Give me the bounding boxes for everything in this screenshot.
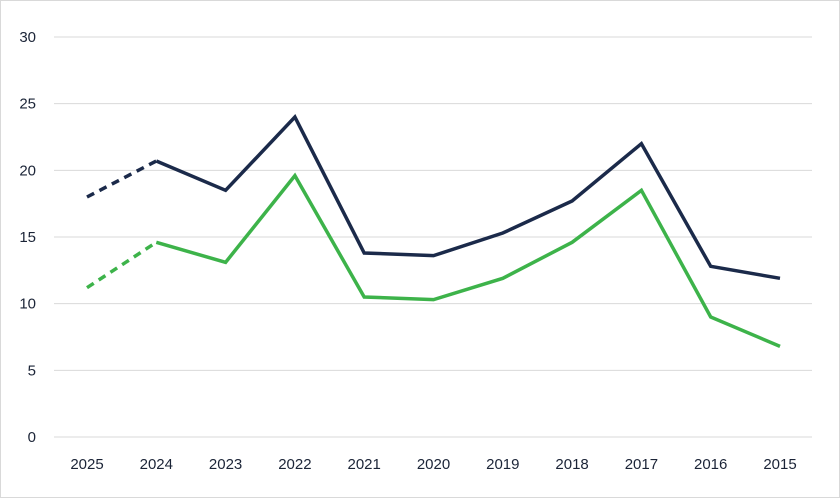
y-tick-label: 5 — [28, 362, 36, 379]
y-tick-label: 0 — [28, 429, 36, 446]
series-2-projected-segment — [86, 240, 158, 290]
x-tick-label: 2015 — [763, 456, 796, 473]
y-tick-label: 30 — [19, 29, 36, 46]
x-tick-label: 2019 — [486, 456, 519, 473]
series-lines — [86, 113, 781, 348]
x-tick-label: 2016 — [694, 456, 727, 473]
y-tick-label: 15 — [19, 229, 36, 246]
y-tick-label: 10 — [19, 296, 36, 313]
x-axis-ticks: 2025 2024 2023 2022 2021 2020 2019 2018 2017 2016… — [70, 456, 796, 473]
series-2-line — [155, 172, 781, 348]
y-tick-label: 20 — [19, 162, 36, 179]
x-tick-label: 2021 — [348, 456, 381, 473]
x-tick-label: 2024 — [140, 456, 173, 473]
x-tick-label: 2023 — [209, 456, 242, 473]
x-tick-label: 2018 — [555, 456, 588, 473]
y-axis-ticks: 0 5 10 15 20 25 30 — [19, 29, 36, 446]
x-tick-label: 2022 — [278, 456, 311, 473]
x-tick-label: 2017 — [625, 456, 658, 473]
series-1-line — [155, 113, 781, 281]
gridlines — [54, 36, 812, 438]
x-tick-label: 2025 — [70, 456, 103, 473]
series-1-projected-segment — [86, 159, 158, 199]
y-tick-label: 25 — [19, 96, 36, 113]
x-tick-label: 2020 — [417, 456, 450, 473]
